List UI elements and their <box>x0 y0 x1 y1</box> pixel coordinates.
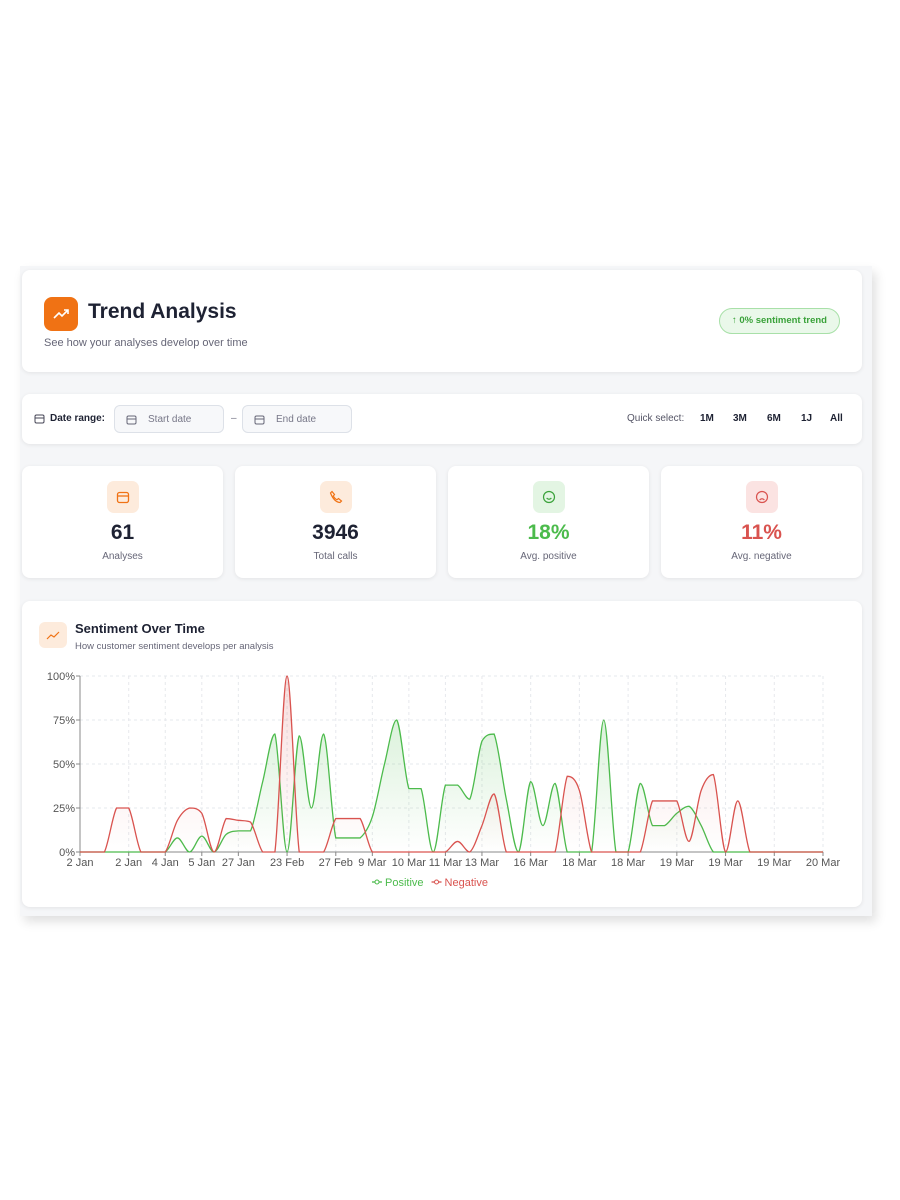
legend-label: Positive <box>385 877 424 889</box>
stat-card: 61 Analyses <box>22 466 223 578</box>
x-tick-label: 19 Mar <box>757 857 792 869</box>
y-tick-label: 75% <box>53 715 75 727</box>
stat-card: 11% Avg. negative <box>661 466 862 578</box>
filter-bar: Date range: Start date – End date Quick … <box>22 394 862 444</box>
header-card: Trend Analysis See how your analyses dev… <box>22 270 862 372</box>
x-tick-label: 9 Mar <box>358 857 386 869</box>
stat-label: Analyses <box>102 551 143 562</box>
x-tick-label: 23 Feb <box>270 857 304 869</box>
quick-option[interactable]: 1M <box>700 413 714 424</box>
quick-option[interactable]: 3M <box>733 413 747 424</box>
series-area <box>80 720 823 852</box>
start-placeholder: Start date <box>148 414 192 425</box>
x-tick-label: 10 Mar <box>392 857 427 869</box>
stat-value: 3946 <box>312 521 359 544</box>
calendar-icon <box>34 414 45 424</box>
y-tick-label: 50% <box>53 759 75 771</box>
x-tick-label: 2 Jan <box>115 857 142 869</box>
x-tick-label: 27 Jan <box>222 857 255 869</box>
page-title: Trend Analysis <box>88 300 237 323</box>
x-tick-label: 16 Mar <box>514 857 549 869</box>
y-tick-label: 25% <box>53 803 75 815</box>
stat-label: Total calls <box>313 551 358 562</box>
legend-swatch <box>374 879 380 885</box>
x-tick-label: 5 Jan <box>188 857 215 869</box>
date-range-label: Date range: <box>50 413 106 424</box>
chart: Sentiment Over Time How customer sentime… <box>39 621 841 889</box>
stat-value: 11% <box>741 521 782 544</box>
x-tick-label: 27 Feb <box>319 857 353 869</box>
x-tick-label: 20 Mar <box>806 857 841 869</box>
chart-subtitle: How customer sentiment develops per anal… <box>75 641 274 652</box>
stat-label: Avg. positive <box>520 551 577 562</box>
x-tick-label: 18 Mar <box>562 857 597 869</box>
stat-label: Avg. negative <box>731 551 792 562</box>
x-tick-label: 13 Mar <box>465 857 500 869</box>
x-tick-label: 18 Mar <box>611 857 646 869</box>
chart-card: Sentiment Over Time How customer sentime… <box>22 601 862 907</box>
x-tick-label: 4 Jan <box>152 857 179 869</box>
dashboard: Trend Analysis See how your analyses dev… <box>20 266 872 916</box>
quick-select-label: Quick select: <box>627 413 685 424</box>
legend-swatch <box>434 879 440 885</box>
chart-icon <box>46 631 60 640</box>
x-tick-label: 19 Mar <box>660 857 695 869</box>
logo-icon <box>44 297 78 331</box>
y-tick-label: 0% <box>59 847 75 859</box>
range-separator: – <box>231 413 237 424</box>
x-tick-label: 2 Jan <box>67 857 94 869</box>
legend-label: Negative <box>445 877 488 889</box>
page-subtitle: See how your analyses develop over time <box>44 337 248 349</box>
chart-title: Sentiment Over Time <box>75 621 205 636</box>
stat-value: 18% <box>527 521 570 544</box>
quick-option[interactable]: All <box>830 413 843 424</box>
x-tick-label: 19 Mar <box>708 857 743 869</box>
chart-icon-bg <box>39 622 67 648</box>
stat-card: 18% Avg. positive <box>448 466 649 578</box>
stat-card: 3946 Total calls <box>235 466 436 578</box>
quick-option[interactable]: 1J <box>801 413 813 424</box>
x-tick-label: 11 Mar <box>429 857 463 869</box>
end-date-input[interactable]: End date <box>242 405 352 433</box>
trend-badge: ↑ 0% sentiment trend <box>718 308 840 334</box>
quick-option[interactable]: 6M <box>767 413 781 424</box>
start-date-input[interactable]: Start date <box>114 405 224 433</box>
stat-value: 61 <box>110 521 135 544</box>
end-placeholder: End date <box>276 414 317 425</box>
y-tick-label: 100% <box>47 671 75 683</box>
series-line <box>80 675 823 853</box>
